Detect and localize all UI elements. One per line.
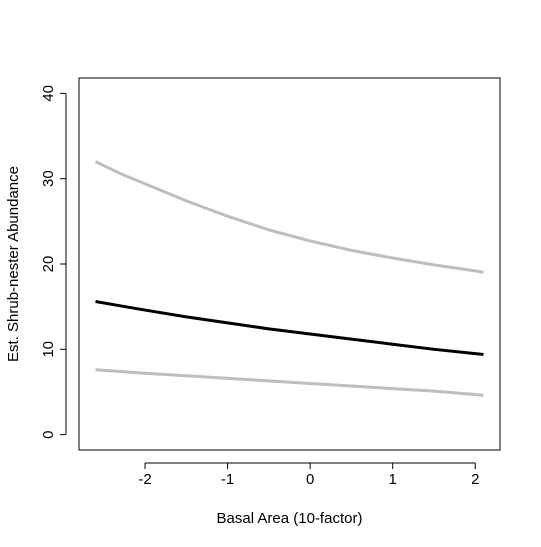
y-tick-label: 10: [40, 341, 57, 358]
x-tick-label: -2: [138, 471, 151, 488]
x-tick-label: -1: [221, 471, 234, 488]
x-tick-label: 1: [389, 471, 397, 488]
plot-frame: [78, 77, 501, 451]
y-axis: 0 10 20 30 40: [40, 85, 67, 439]
series-line-lower-bound: [95, 368, 484, 397]
x-tick-label: 2: [471, 471, 479, 488]
y-axis-title: Est. Shrub-nester Abundance: [5, 166, 22, 362]
x-axis: -2 -1 0 1 2: [138, 462, 479, 488]
y-tick-label: 30: [40, 170, 57, 187]
y-tick-label: 20: [40, 256, 57, 273]
y-tick-label: 0: [40, 430, 57, 438]
series-line-upper-bound: [94, 160, 484, 274]
y-tick-label: 40: [40, 85, 57, 102]
series-line-estimate: [95, 300, 484, 356]
x-axis-title: Basal Area (10-factor): [217, 510, 363, 527]
series-layer: [94, 160, 484, 397]
x-tick-label: 0: [306, 471, 314, 488]
